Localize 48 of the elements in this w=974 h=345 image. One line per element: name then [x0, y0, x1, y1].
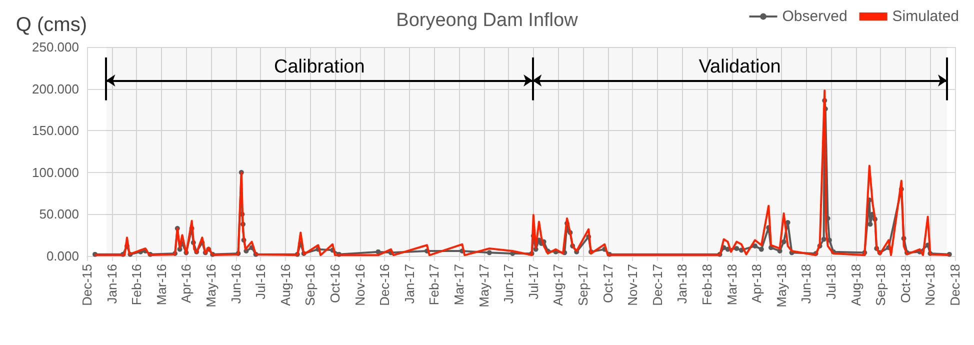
- x-tick-label: May-17: [476, 264, 492, 308]
- x-tick-label: Mar-18: [724, 264, 740, 306]
- x-tick-label: Dec-15: [80, 264, 94, 306]
- x-tick-label: Dec-18: [948, 264, 962, 306]
- y-axis-title: Q (cms): [16, 14, 87, 36]
- x-tick-label: Jul-16: [253, 264, 268, 300]
- x-tick-label: Sep-18: [873, 264, 888, 306]
- y-tick-label: 250.000: [32, 40, 79, 54]
- x-tick-label: Feb-18: [700, 264, 714, 306]
- y-tick-label: 100.000: [32, 164, 79, 180]
- x-tick-label: Jun-17: [501, 264, 516, 304]
- x-tick-label: Jul-17: [526, 264, 541, 300]
- x-tick-label: Sep-17: [576, 264, 590, 306]
- y-tick-label: 150.000: [32, 123, 79, 138]
- x-tick-label: Mar-17: [452, 264, 466, 306]
- x-tick-label: Oct-17: [600, 264, 616, 304]
- x-tick-label: Dec-17: [650, 264, 665, 306]
- x-tick-label: Apr-16: [178, 264, 194, 304]
- x-tick-label: Jun-16: [228, 264, 244, 304]
- x-tick-label: Jul-18: [824, 264, 838, 300]
- x-tick-label: Oct-16: [328, 264, 342, 304]
- x-tick-label: May-16: [204, 264, 218, 308]
- band-label: Validation: [698, 56, 781, 78]
- x-tick-label: Nov-16: [352, 264, 368, 306]
- x-tick-label: Jan-17: [402, 264, 417, 304]
- x-tick-label: Jan-18: [674, 264, 690, 304]
- x-tick-label: Feb-17: [426, 264, 442, 306]
- legend-label: Observed: [782, 8, 848, 25]
- y-tick-label: 200.000: [32, 81, 79, 96]
- x-tick-label: Sep-16: [302, 264, 318, 306]
- x-tick-label: Apr-18: [749, 264, 764, 304]
- x-tick-label: Aug-18: [848, 264, 864, 306]
- x-tick-label: Nov-18: [922, 264, 938, 306]
- chart-title: Boryeong Dam Inflow: [396, 10, 578, 31]
- x-tick-label: Oct-18: [898, 264, 913, 304]
- x-tick-label: Jan-16: [104, 264, 120, 304]
- x-tick-label: Mar-16: [154, 264, 169, 306]
- x-tick-label: Jun-18: [798, 264, 814, 304]
- x-tick-label: Aug-16: [278, 264, 293, 306]
- x-tick-label: May-18: [774, 264, 789, 308]
- y-tick-label: 0.000: [46, 248, 79, 264]
- x-tick-label: Dec-16: [377, 264, 392, 306]
- y-tick-label: 50.000: [39, 206, 79, 222]
- x-tick-label: Feb-16: [129, 264, 144, 306]
- x-tick-label: Aug-17: [550, 264, 566, 306]
- band-label: Calibration: [274, 56, 365, 78]
- x-tick-label: Nov-17: [625, 264, 640, 306]
- legend-label: Simulated: [892, 8, 959, 25]
